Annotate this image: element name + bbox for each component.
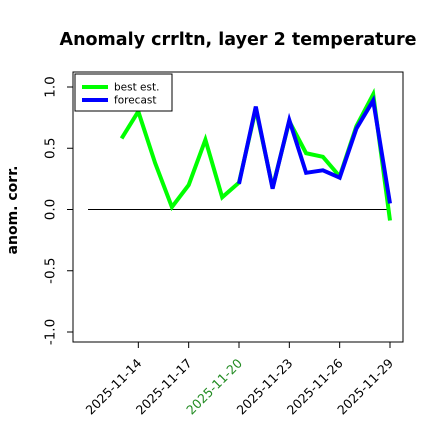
y-axis-label: anom. corr. (5, 166, 21, 255)
legend-label: best est. (114, 82, 159, 94)
y-tick-label: -0.5 (43, 258, 59, 284)
y-tick-label: -1.0 (43, 319, 59, 345)
legend-box (74, 73, 173, 112)
series-line-forecast (237, 94, 392, 204)
legend: best est.forecast (74, 73, 173, 112)
series-layer (119, 87, 392, 221)
chart-title: Anomaly crrltn, layer 2 temperature (60, 30, 417, 50)
y-tick-label: 1.0 (43, 76, 59, 97)
plot-frame (72, 71, 404, 343)
legend-label: forecast (114, 95, 156, 107)
x-axis: 2025-11-142025-11-172025-11-202025-11-23… (82, 342, 396, 417)
y-tick-label: 0.0 (43, 199, 59, 220)
y-axis: -1.0 -0.5 0.0 0.5 1.0 (43, 76, 73, 345)
y-tick-label: 0.5 (43, 138, 59, 159)
